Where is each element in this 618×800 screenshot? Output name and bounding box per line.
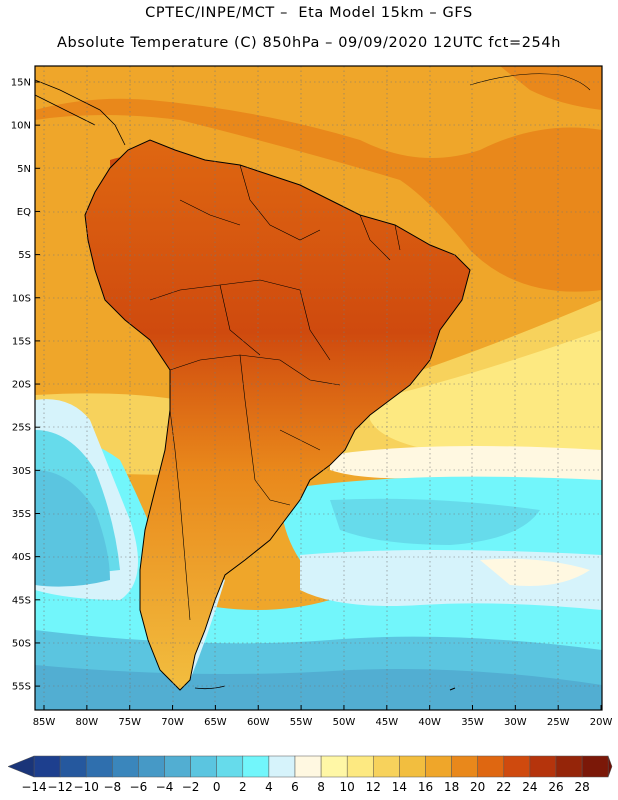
colorbar-label: −12 <box>47 780 73 794</box>
lat-label: 10N <box>11 121 31 132</box>
colorbar-swatch <box>33 755 61 778</box>
lat-label: 55S <box>12 682 31 693</box>
colorbar-label: −14 <box>21 780 47 794</box>
colorbar-swatch <box>112 755 139 778</box>
colorbar-label: −10 <box>73 780 99 794</box>
colorbar-label: 10 <box>339 780 355 794</box>
field-pacific-blue <box>35 470 110 587</box>
colorbar-label: 2 <box>238 780 247 794</box>
colorbar-swatch <box>373 755 400 778</box>
colorbar-swatch <box>190 755 217 778</box>
colorbar-label: 26 <box>548 780 564 794</box>
lat-label: 30S <box>12 466 31 477</box>
lat-label: 5S <box>18 250 31 261</box>
lon-label: 40W <box>418 717 441 728</box>
lon-label: 25W <box>547 717 570 728</box>
colorbar-label: −2 <box>181 780 200 794</box>
lon-label: 55W <box>290 717 313 728</box>
temperature-field <box>35 66 602 710</box>
colorbar-swatch <box>216 755 244 778</box>
lat-label: 25S <box>12 423 31 434</box>
lon-label: 60W <box>247 717 270 728</box>
country-borders <box>149 164 401 621</box>
colorbar-swatch <box>294 755 322 778</box>
lon-label: 50W <box>333 717 356 728</box>
field-north-band <box>35 66 602 158</box>
colorbar-label: 24 <box>522 780 538 794</box>
colorbar-swatch <box>581 755 609 778</box>
colorbar-label: 4 <box>265 780 273 794</box>
colorbar-label: 20 <box>470 780 486 794</box>
colorbar-swatch <box>164 755 191 778</box>
lat-label: 35S <box>12 509 31 520</box>
lon-label: 35W <box>461 717 484 728</box>
colorbar-label: −8 <box>103 780 122 794</box>
colorbar-labels: −14 −12 −10 −8 −6 −4 −2 0 2 4 6 8 10 12 14 16 18 20 22 24 26… <box>0 780 618 796</box>
latitude-tick-group: 15N 10N 5N EQ 5S 10S 15S 20S 25S 30S 35S 40S 45S 50S 5… <box>11 78 40 693</box>
lat-label: 40S <box>12 552 31 563</box>
colorbar-label: 18 <box>443 780 460 794</box>
field-pale-patch <box>480 558 590 586</box>
central-america <box>35 79 126 146</box>
graticule <box>35 66 602 710</box>
colorbar-label: 6 <box>291 780 299 794</box>
colorbar-label: 8 <box>317 780 325 794</box>
field-cyan-blob <box>330 498 540 545</box>
lat-label: 45S <box>12 595 31 606</box>
lat-label: EQ <box>17 207 31 218</box>
colorbar-swatch <box>451 755 478 778</box>
colorbar-swatch <box>503 755 531 778</box>
colorbar-swatch <box>59 755 87 778</box>
colorbar-label: 16 <box>417 780 434 794</box>
falklands <box>449 687 456 691</box>
lat-label: 10S <box>12 293 31 304</box>
colorbar-swatch <box>399 755 426 778</box>
colorbar-label: −6 <box>129 780 148 794</box>
colorbar-label: 12 <box>365 780 381 794</box>
lon-label: 75W <box>118 717 141 728</box>
lon-label: 45W <box>375 717 398 728</box>
colorbar-swatch <box>555 755 583 778</box>
lat-label: 15S <box>12 336 31 347</box>
tierra-del-fuego <box>194 685 226 690</box>
colorbar-label: −4 <box>155 780 174 794</box>
colorbar-swatch <box>529 755 557 778</box>
colorbar-label: 28 <box>574 780 590 794</box>
colorbar-swatch <box>477 755 505 778</box>
lat-label: 5N <box>17 164 31 175</box>
lon-label: 85W <box>33 717 56 728</box>
caribbean-islands <box>469 73 591 91</box>
field-light-yellow <box>370 330 602 460</box>
lat-label: 50S <box>12 638 31 649</box>
lat-label: 20S <box>12 380 31 391</box>
lon-label: 65W <box>204 717 227 728</box>
lon-label: 70W <box>161 717 184 728</box>
field-ne-patch <box>500 66 602 110</box>
colorbar-label: 0 <box>212 780 221 794</box>
colorbar-swatch <box>425 755 452 778</box>
colorbar-swatch <box>138 755 165 778</box>
colorbar <box>7 755 613 778</box>
colorbar-swatch <box>320 755 348 778</box>
lon-label: 80W <box>76 717 99 728</box>
colorbar-swatch <box>85 755 113 778</box>
longitude-tick-group: 85W 80W 75W 70W 65W 60W 55W 50W 45W 40W 35W 30W 25W 2… <box>33 705 613 728</box>
colorbar-swatch <box>346 755 374 778</box>
colorbar-label: 22 <box>496 780 512 794</box>
colorbar-over-arrow <box>607 755 613 778</box>
title-line-2: Absolute Temperature (C) 850hPa – 09/09/… <box>57 35 561 51</box>
colorbar-label: 14 <box>391 780 408 794</box>
colorbar-swatch <box>242 755 270 778</box>
lon-label: 20W <box>590 717 613 728</box>
map-frame-border <box>34 65 603 711</box>
title-line-1: CPTEC/INPE/MCT – Eta Model 15km – GFS <box>145 5 473 21</box>
lon-label: 30W <box>504 717 527 728</box>
lat-label: 15N <box>11 78 31 89</box>
colorbar-under-arrow <box>7 755 35 778</box>
colorbar-swatch <box>268 755 296 778</box>
